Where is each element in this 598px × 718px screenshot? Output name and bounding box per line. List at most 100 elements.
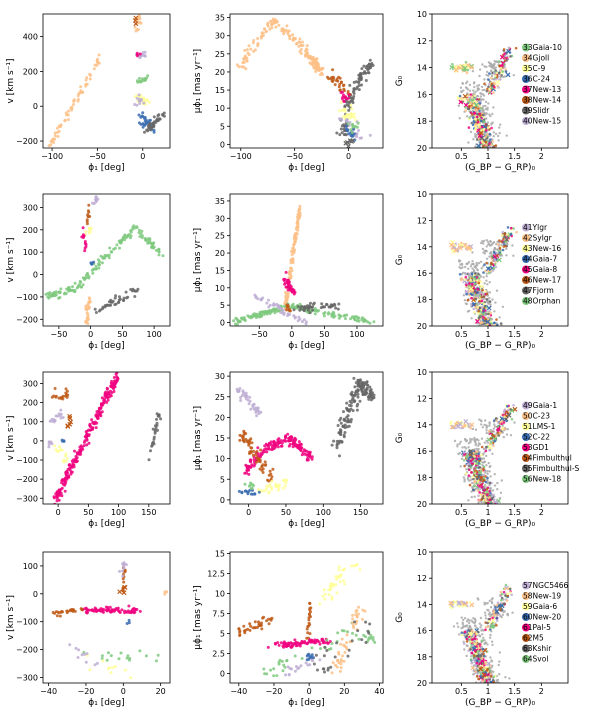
data-point (137, 231, 141, 235)
data-point (497, 434, 501, 437)
data-point (117, 300, 121, 304)
data-point (449, 422, 453, 425)
x-tick-label: 2 (539, 330, 544, 339)
y-tick-label: 7.5 (212, 610, 225, 619)
data-point (342, 83, 346, 87)
data-point-x (463, 102, 469, 108)
data-point (84, 245, 88, 248)
data-point (51, 137, 55, 141)
data-point (94, 264, 98, 268)
data-point (237, 389, 241, 393)
data-point (99, 407, 102, 410)
data-point (126, 609, 130, 613)
data-point (346, 122, 350, 126)
data-point (72, 465, 76, 469)
y-tick-label: 30 (215, 372, 225, 381)
data-point (46, 295, 50, 299)
data-point (340, 440, 344, 444)
data-point (310, 655, 314, 659)
data-point (134, 29, 138, 33)
data-point (272, 440, 276, 444)
data-point (248, 452, 251, 455)
data-point (86, 209, 90, 213)
data-point (318, 658, 322, 662)
data-point (292, 237, 296, 241)
data-point (469, 106, 473, 109)
data-point (82, 234, 86, 238)
data-point (322, 588, 326, 592)
data-point (243, 319, 247, 322)
data-point (111, 299, 115, 303)
data-point (243, 482, 247, 486)
data-point (90, 608, 94, 612)
data-point (492, 63, 496, 66)
y-tick-label: 16 (417, 269, 427, 278)
data-point (476, 84, 479, 88)
data-point (275, 674, 279, 678)
data-point (69, 609, 73, 613)
data-point (512, 404, 515, 407)
data-point (109, 385, 113, 389)
data-point (298, 317, 302, 321)
data-point (366, 71, 370, 75)
data-point (123, 238, 127, 242)
data-point (140, 229, 144, 233)
data-point (473, 479, 477, 483)
data-point (482, 271, 485, 274)
x-tick-label: −20 (78, 687, 95, 696)
data-point (366, 64, 370, 67)
data-point (356, 402, 360, 406)
data-point (356, 629, 360, 633)
data-point (463, 63, 467, 67)
data-point (468, 468, 471, 472)
legend-marker (522, 475, 530, 483)
plot-area (232, 204, 376, 326)
data-point (333, 655, 337, 659)
data-point (484, 480, 488, 484)
data-point (283, 665, 287, 669)
data-point (474, 133, 477, 136)
data-point (272, 674, 276, 678)
data-point (485, 129, 488, 132)
data-point (469, 437, 472, 441)
data-point (101, 305, 105, 309)
data-point (492, 78, 496, 81)
data-point (97, 262, 100, 266)
legend-label: 52C-22 (523, 433, 550, 442)
data-point (284, 439, 288, 443)
data-point (487, 312, 490, 316)
y-tick-label: 0 (220, 496, 225, 505)
data-point (339, 91, 343, 94)
data-point (300, 320, 304, 324)
data-point (360, 316, 364, 320)
data-point (342, 123, 346, 127)
data-point (242, 439, 246, 443)
data-point (329, 665, 333, 669)
data-point (93, 663, 97, 667)
data-point (459, 243, 462, 247)
data-point (351, 123, 354, 127)
data-point (92, 260, 96, 264)
data-point (474, 293, 478, 296)
data-point-x (477, 133, 483, 138)
data-point (477, 309, 481, 313)
data-point (478, 491, 482, 494)
data-point (135, 225, 138, 229)
data-point (114, 294, 118, 298)
data-point (287, 276, 291, 280)
data-point (471, 70, 475, 73)
data-point (260, 314, 264, 318)
data-point (472, 617, 475, 620)
data-point (493, 419, 496, 422)
data-point (486, 240, 490, 243)
data-point (138, 52, 142, 56)
data-point (509, 233, 513, 236)
data-point (484, 496, 487, 499)
y-axis-label: G₀ (395, 75, 405, 86)
data-point (486, 283, 489, 286)
data-point (287, 34, 291, 38)
data-point (485, 239, 488, 242)
data-point (290, 253, 294, 257)
data-point (471, 251, 474, 254)
data-point (356, 392, 360, 396)
